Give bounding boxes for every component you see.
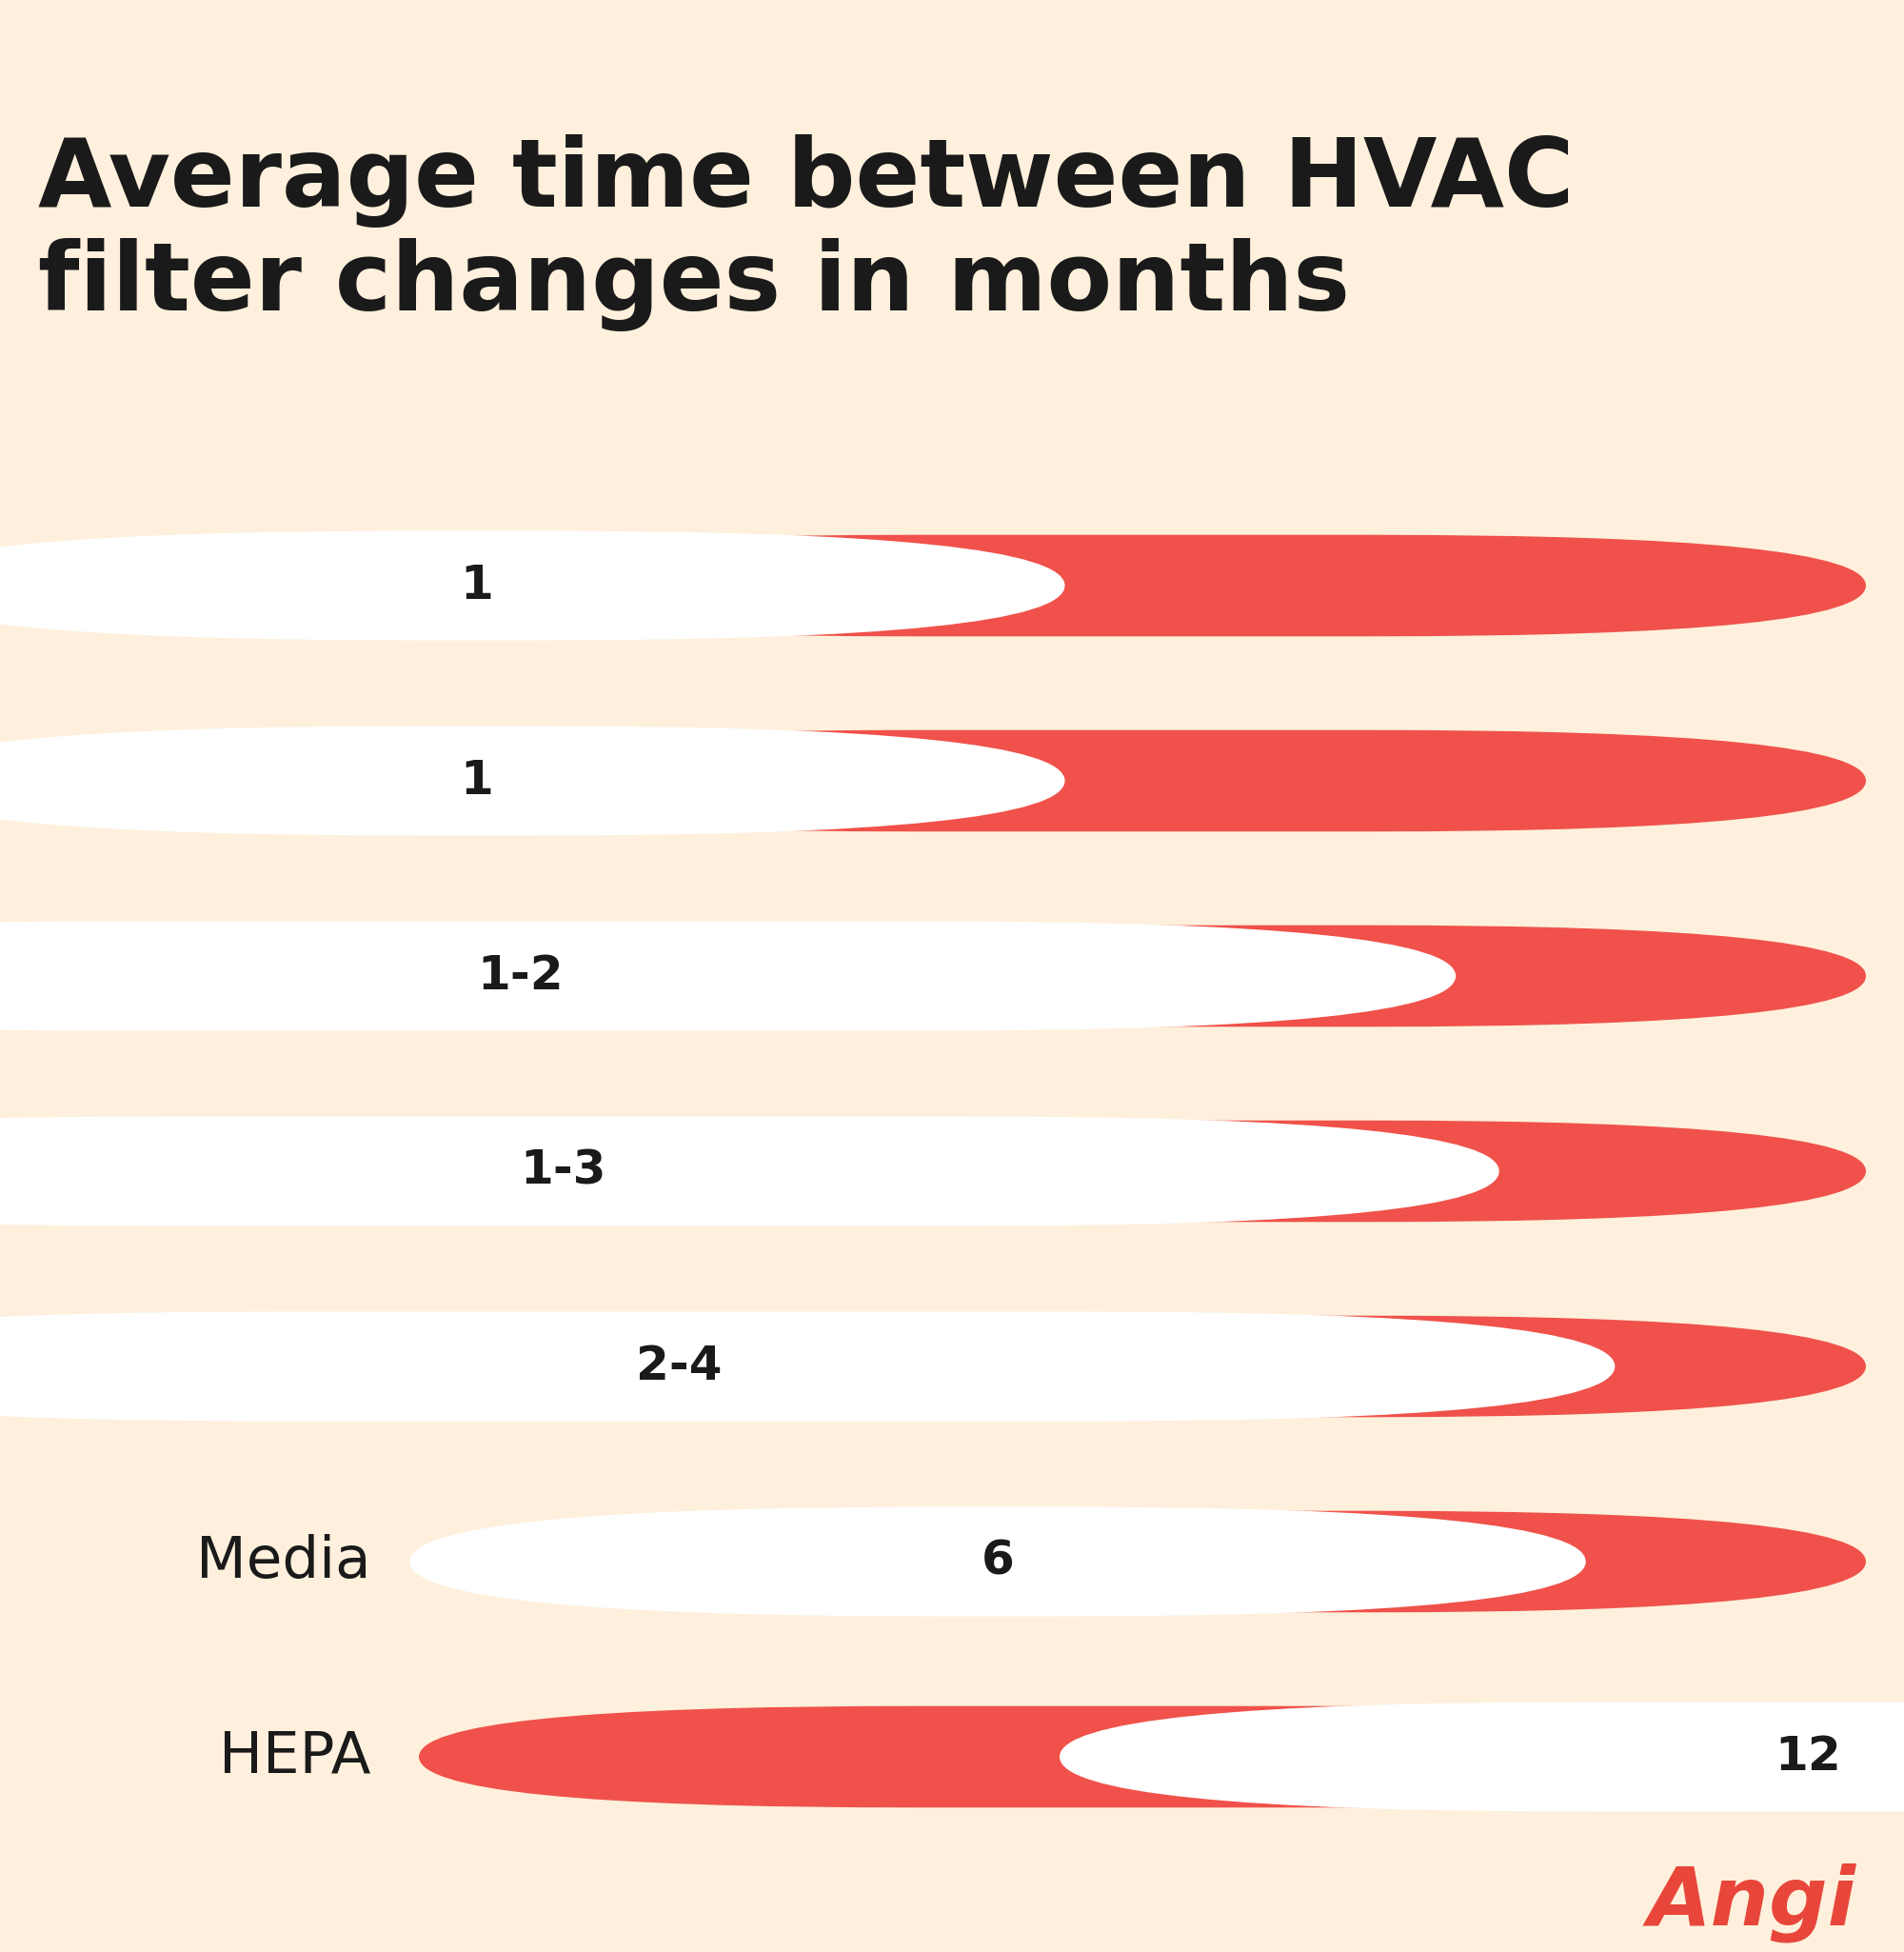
Text: 1: 1 (461, 757, 493, 804)
Text: 1-2: 1-2 (478, 953, 564, 999)
Text: 1: 1 (461, 562, 493, 609)
Text: 12: 12 (1775, 1733, 1841, 1780)
FancyBboxPatch shape (419, 1706, 1866, 1808)
Text: Polyester: Polyester (103, 1144, 371, 1199)
FancyBboxPatch shape (0, 921, 1457, 1031)
Text: Washable: Washable (89, 753, 371, 808)
Text: Pleated: Pleated (152, 1339, 371, 1394)
FancyBboxPatch shape (0, 1312, 1615, 1421)
FancyBboxPatch shape (0, 726, 1064, 835)
FancyBboxPatch shape (419, 1511, 1866, 1612)
Text: Angi: Angi (1647, 1862, 1856, 1942)
FancyBboxPatch shape (0, 531, 1064, 640)
Text: HEPA: HEPA (219, 1729, 371, 1784)
Text: Flat: Flat (263, 558, 371, 613)
FancyBboxPatch shape (0, 1117, 1498, 1226)
Text: Average time between HVAC
filter changes in months: Average time between HVAC filter changes… (38, 135, 1575, 332)
FancyBboxPatch shape (419, 1120, 1866, 1222)
FancyBboxPatch shape (419, 925, 1866, 1027)
FancyBboxPatch shape (419, 730, 1866, 832)
Text: 1-3: 1-3 (520, 1148, 607, 1195)
FancyBboxPatch shape (409, 1507, 1586, 1616)
FancyBboxPatch shape (419, 1316, 1866, 1417)
Text: 6: 6 (981, 1538, 1015, 1585)
Text: Media: Media (196, 1534, 371, 1589)
Text: 2-4: 2-4 (636, 1343, 722, 1390)
Text: Fiberglass: Fiberglass (82, 949, 371, 1003)
FancyBboxPatch shape (419, 535, 1866, 636)
FancyBboxPatch shape (1059, 1702, 1904, 1811)
